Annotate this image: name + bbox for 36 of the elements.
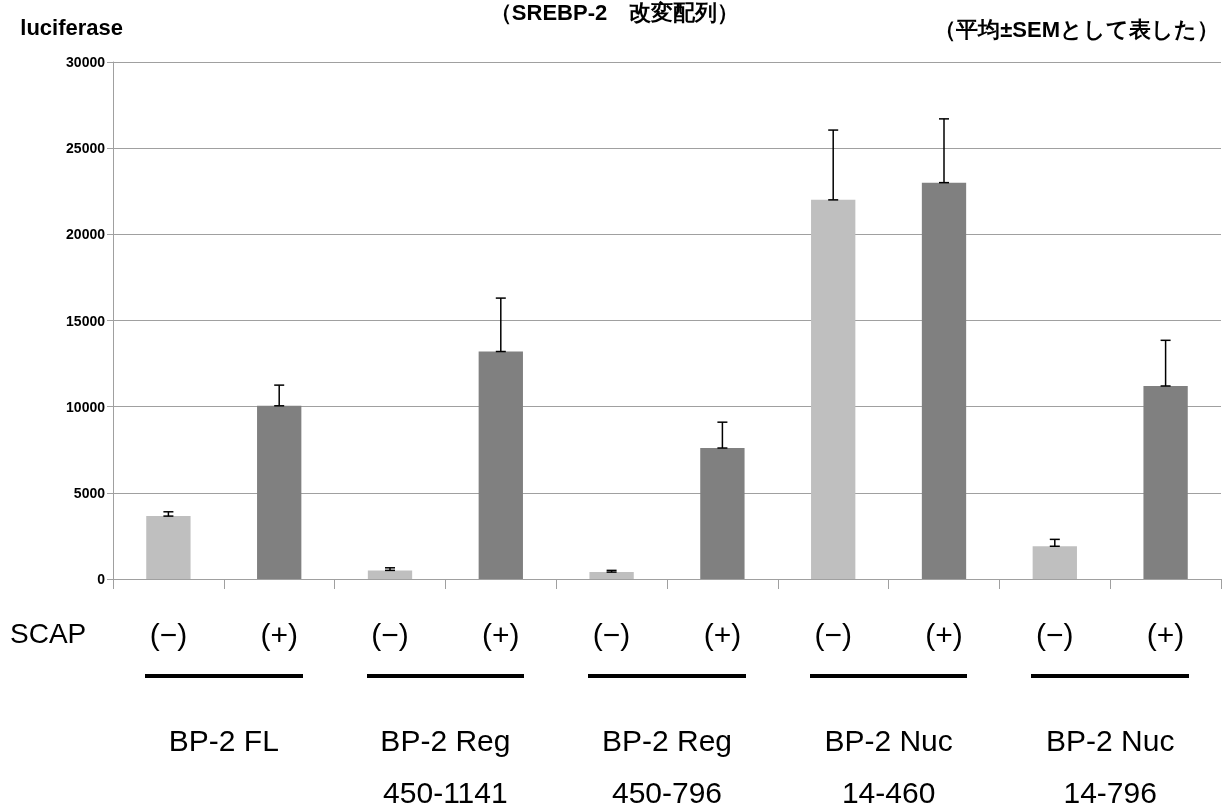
- text: （平均±SEMとして表した）: [934, 16, 1219, 42]
- y-tick-label: 30000: [66, 54, 106, 70]
- bar: [811, 199, 856, 579]
- x-tick-label: (+): [482, 617, 520, 651]
- bar: [478, 351, 523, 579]
- y-tick-label: 15000: [66, 312, 106, 329]
- x-tick-label: (+): [260, 617, 298, 651]
- x-tick-label: (−): [1036, 617, 1074, 651]
- text: BP-2 Nuc 14-796: [1046, 723, 1175, 805]
- text: SCAP: [10, 617, 87, 649]
- x-tick-label: (−): [592, 617, 631, 651]
- y-tick-label: 5000: [73, 484, 106, 501]
- x-tick-label: (+): [925, 617, 963, 651]
- x-tick-label: (+): [1146, 617, 1185, 651]
- x-tick-label: (−): [814, 617, 852, 651]
- bar: [1143, 385, 1188, 579]
- y-tick-label: 10000: [66, 398, 106, 415]
- y-tick-label: 20000: [66, 226, 106, 243]
- text: BP-2 Nuc 14-460: [824, 723, 953, 805]
- chart-title: （SREBP-2 改変配列）: [489, 0, 740, 25]
- bar: [146, 516, 191, 579]
- y-tick-label: 0: [97, 571, 106, 587]
- y-tick-label: 25000: [66, 140, 106, 157]
- x-tick-label: (−): [371, 617, 409, 651]
- x-tick-label: (−): [149, 617, 188, 651]
- bar: [1032, 546, 1077, 579]
- bar: [257, 405, 302, 579]
- bar: [589, 572, 634, 579]
- x-tick-label: (+): [703, 617, 742, 651]
- bar: [921, 182, 967, 579]
- bar: [367, 570, 413, 579]
- text: BP-2 Reg 450-796: [601, 723, 733, 805]
- text: BP-2 Reg 450-1141: [380, 723, 511, 805]
- bar: [700, 448, 745, 579]
- text: BP-2 FL: [168, 723, 279, 757]
- y-axis-title: luciferase: [20, 14, 123, 40]
